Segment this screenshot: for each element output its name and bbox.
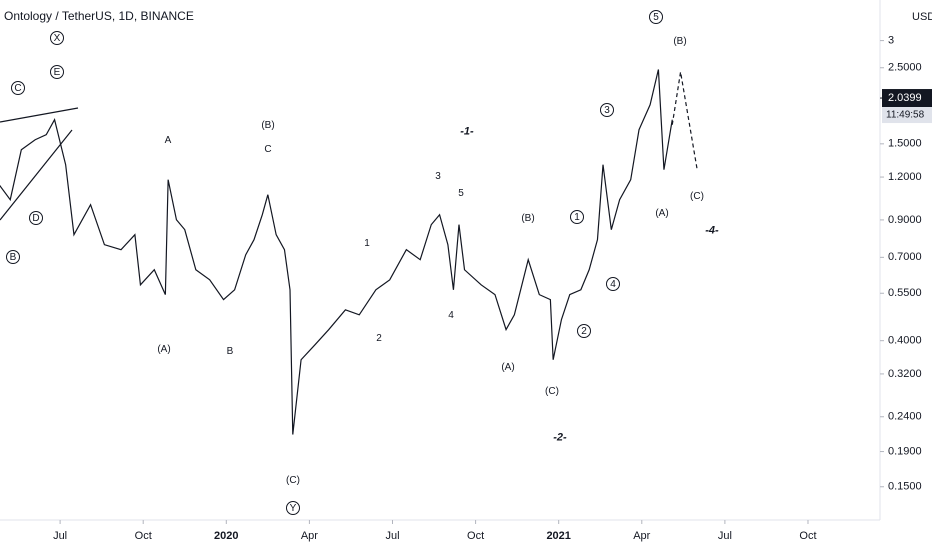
wave-label: 4 [448, 310, 454, 321]
price-tag-label: 2.0399 [888, 92, 922, 104]
countdown-tag [882, 107, 932, 124]
wave-label: A [165, 135, 172, 146]
x-tick-label: Apr [301, 530, 318, 542]
y-tick-label: 3 [888, 35, 894, 47]
wave-label: 1 [364, 238, 370, 249]
y-tick-label: 0.2400 [888, 411, 922, 423]
wave-label: (B) [521, 213, 534, 224]
wave-label: E [54, 67, 61, 78]
x-tick-label: 2020 [214, 530, 238, 542]
y-tick-label: 0.9000 [888, 214, 922, 226]
wave-label: B [10, 252, 17, 263]
wave-label: -1- [460, 125, 474, 137]
wave-circle [286, 501, 300, 515]
x-tick-label: Jul [385, 530, 399, 542]
wave-circle [50, 65, 64, 79]
x-tick-label: Jul [53, 530, 67, 542]
wave-circle [570, 210, 584, 224]
wave-label: C [14, 83, 21, 94]
wave-label: 5 [458, 188, 464, 199]
projection-line [671, 71, 698, 170]
y-tick-label: 0.7000 [888, 251, 922, 263]
wave-label: D [32, 213, 39, 224]
y-tick-label: 1.2000 [888, 171, 922, 183]
wave-circle [6, 250, 20, 264]
trendline [0, 129, 73, 221]
y-tick-label: 0.4000 [888, 335, 922, 347]
x-tick-label: Apr [633, 530, 650, 542]
wave-circle [649, 10, 663, 24]
wave-circle [50, 31, 64, 45]
wave-label: (C) [545, 386, 559, 397]
x-tick-label: Oct [135, 530, 152, 542]
wave-circle [606, 277, 620, 291]
wave-label: 5 [653, 12, 659, 23]
wave-label: -2- [553, 431, 567, 443]
wave-label: (B) [673, 36, 686, 47]
chart-title: Ontology / TetherUS, 1D, BINANCE [4, 9, 194, 23]
wave-label: (C) [286, 475, 300, 486]
x-tick-label: Oct [467, 530, 484, 542]
y-tick-label: 0.3200 [888, 368, 922, 380]
price-tag [882, 89, 932, 108]
y-tick-label: 2.5000 [888, 62, 922, 74]
x-tick-label: 2021 [546, 530, 570, 542]
wave-label: (A) [157, 344, 170, 355]
wave-circle [29, 211, 43, 225]
y-unit: USDT [912, 11, 932, 23]
wave-label: 3 [435, 171, 441, 182]
wave-label: C [264, 144, 271, 155]
y-tick-label: 0.1900 [888, 445, 922, 457]
wave-label: 2 [376, 333, 382, 344]
y-tick-label: 0.1500 [888, 481, 922, 493]
wave-label: (B) [261, 120, 274, 131]
y-tick-label: 0.5500 [888, 287, 922, 299]
wave-circle [577, 324, 591, 338]
price-line [0, 69, 673, 435]
wave-label: (C) [690, 191, 704, 202]
y-tick-label: 1.5000 [888, 138, 922, 150]
wave-label: 1 [574, 212, 580, 223]
x-tick-label: Jul [718, 530, 732, 542]
wave-label: 3 [604, 105, 610, 116]
wave-label: -4- [705, 224, 719, 236]
wave-label: (A) [501, 362, 514, 373]
wave-label: 4 [610, 279, 616, 290]
x-tick-label: Oct [799, 530, 816, 542]
wave-circle [600, 103, 614, 117]
countdown-label: 11:49:58 [886, 110, 925, 121]
trendline [0, 107, 79, 123]
wave-label: (A) [655, 208, 668, 219]
wave-label: B [227, 346, 234, 357]
wave-label: X [54, 33, 61, 44]
wave-circle [11, 81, 25, 95]
wave-label: Y [290, 503, 297, 514]
wave-label: 2 [581, 326, 587, 337]
